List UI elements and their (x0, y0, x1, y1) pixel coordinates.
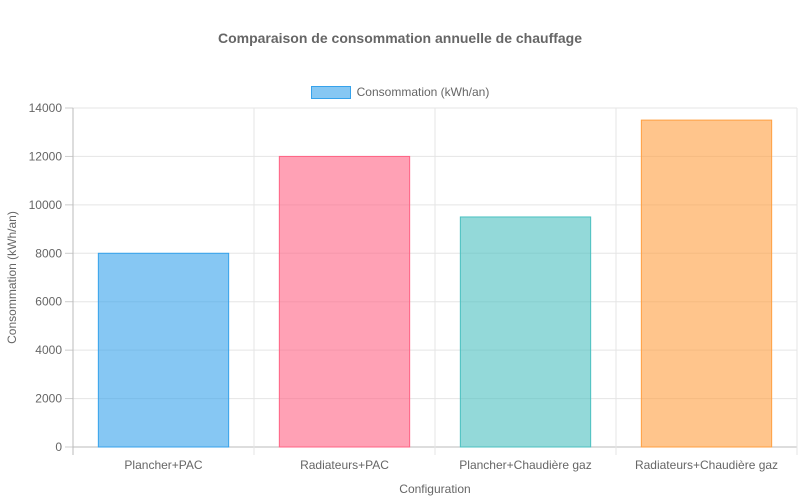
legend-label: Consommation (kWh/an) (356, 85, 490, 99)
y-tick-label: 10000 (29, 198, 63, 212)
legend-swatch (310, 85, 351, 99)
x-tick-label: Radiateurs+PAC (300, 458, 389, 472)
chart-title: Comparaison de consommation annuelle de … (217, 30, 583, 46)
y-tick-label: 8000 (35, 246, 62, 260)
x-tick-label: Radiateurs+Chaudière gaz (635, 458, 778, 472)
bar[interactable] (97, 252, 230, 448)
y-tick-label: 0 (55, 440, 62, 454)
y-axis-title: Consommation (kWh/an) (5, 211, 19, 344)
bar[interactable] (459, 216, 592, 448)
y-tick-label: 4000 (35, 343, 62, 357)
y-tick-label: 14000 (29, 101, 63, 115)
bar[interactable] (278, 155, 411, 448)
x-axis-title: Configuration (399, 482, 470, 496)
y-tick-label: 6000 (35, 295, 62, 309)
x-tick-label: Plancher+Chaudière gaz (459, 458, 591, 472)
legend[interactable]: Consommation (kWh/an) (0, 85, 800, 99)
y-tick-label: 12000 (29, 149, 63, 163)
bar[interactable] (640, 119, 773, 448)
x-tick-label: Plancher+PAC (124, 458, 202, 472)
y-tick-label: 2000 (35, 392, 62, 406)
